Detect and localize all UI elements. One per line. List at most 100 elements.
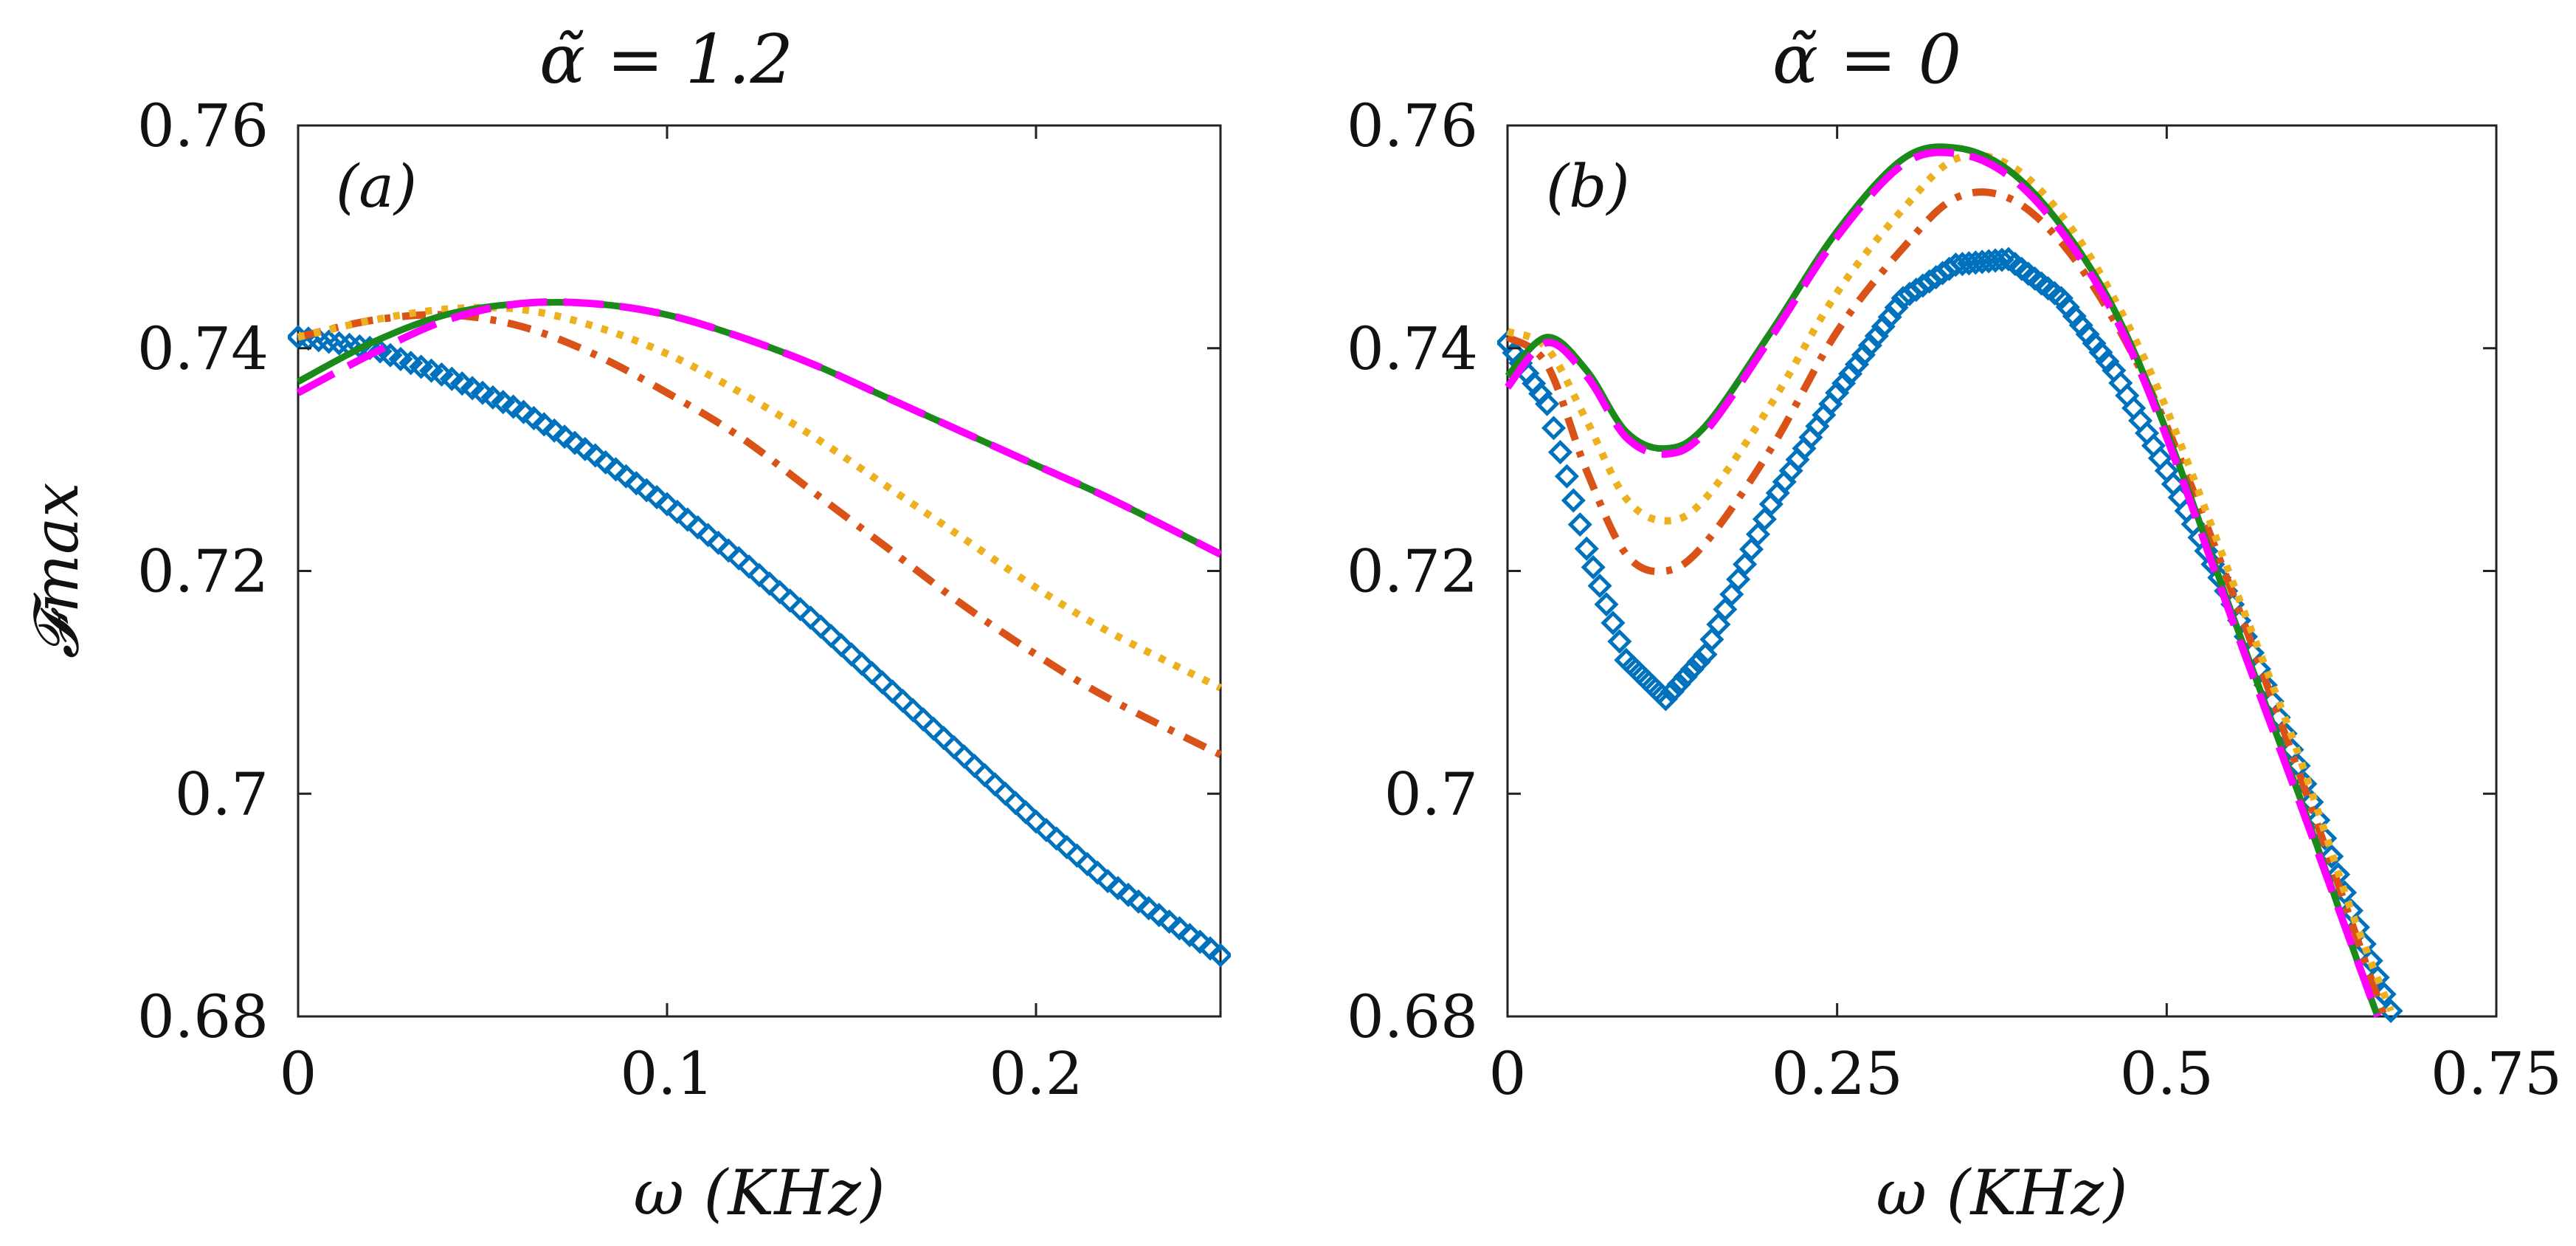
panel-b-series-diamonds-marker [1679,657,1705,682]
panel-b-series-diamonds-marker [1660,679,1685,704]
panel-a-series-diamonds-marker [808,614,833,639]
panel-a-series-diamonds-marker [501,394,526,419]
panel-a-y-tick-label: 0.7 [175,760,269,828]
panel-a-x-axis-title: ω (KHz) [633,1157,885,1229]
panel-b-series-diamonds-marker [2134,421,2160,446]
panel-b-series-diamonds-marker [1594,592,1619,617]
panel-a-series-diamonds-marker [952,744,977,769]
panel-b-x-tick-label: 0.5 [2120,1039,2214,1108]
panel-a-series-dotted [297,303,1223,692]
panel-a-series-diamonds-marker [613,464,638,489]
panel-b-series-diamonds-marker [1837,361,1863,386]
panel-b-series-diamonds-marker [1851,343,1876,368]
panel-b-series-diamonds-marker [1567,512,1592,537]
panel-a-series-diamonds-marker [1095,869,1120,894]
panel-a-series-dash-dot [297,311,1223,758]
panel-a-series-diamonds-marker [552,424,577,450]
panel-a-series-diamonds-marker [542,418,567,443]
panel-a-series-diamonds-marker [900,698,925,723]
panel-a-series-diamonds-marker [562,430,587,455]
panel-b-series-diamonds-marker [2161,472,2186,497]
panel-b-series-diamonds-marker [1581,554,1606,580]
panel-b-x-axis-title: ω (KHz) [1876,1157,2127,1229]
panel-b-series-diamonds-marker [1640,673,1665,698]
panel-b-y-tick-label: 0.76 [1347,92,1478,160]
panel-b-series-diamonds-marker [1989,247,2014,272]
panel-b-ticks: 0 0.25 0.5 0.75 0.68 0.7 0.72 0.74 0.76 [1347,92,2562,1108]
panel-a-ticks: 0 0.1 0.2 0.68 0.7 0.72 0.74 0.76 [137,92,1220,1108]
panel-a-series-diamonds-marker [593,450,618,475]
panel-a-y-tick-label: 0.72 [137,537,269,606]
panel-b-series-diamonds-marker [1666,672,1691,697]
panel-b-series-diamonds-marker [1686,650,1711,675]
panel-a-series-diamonds-marker [644,485,669,510]
panel-a-series-diamonds-marker [931,726,956,751]
panel-a-series-diamonds-marker [521,405,546,431]
panel-a: α̃ = 1.2 0 0.1 0.20.680.70.720.740.76 (a) … [137,20,1231,1229]
panel-a-series-diamonds-marker [1167,916,1192,941]
panel-a-series-diamonds-marker [818,623,843,649]
panel-a-series-diamonds-marker [511,399,536,424]
panel-b-series-diamonds-marker [1535,391,1560,416]
panel-a-series-diamonds-marker [962,753,987,779]
panel-b-series-diamonds-marker [1541,416,1567,441]
panel-b-series-diamonds-marker [1673,664,1698,689]
panel-a-series-diamonds-marker [604,457,629,482]
panel-b-series-diamonds-marker [2147,446,2172,471]
panel-a-series-diamonds-marker [1208,943,1231,968]
panel-b-series-layer [1497,143,2403,1023]
panel-b-title: α̃ = 0 [1772,20,1961,99]
panel-b-series-diamonds-marker [1857,333,1882,358]
panel-b-series-dotted [1506,151,2394,1013]
panel-a-x-tick-label: 0.1 [620,1039,714,1108]
panel-b-y-tick-label: 0.72 [1347,537,1478,606]
panel-a-series-diamonds-marker [1177,923,1202,948]
panel-b-x-tick-label: 0.75 [2431,1039,2562,1108]
panel-a-series-dashed [296,298,1223,558]
panel-a-series-diamonds-marker [1147,903,1172,928]
panel-a-series-diamonds-marker [982,772,1007,797]
panel-a-series-layer [288,298,1231,968]
panel-b-series-diamonds-marker [1607,629,1632,654]
panel-b-series-diamonds-marker [2108,371,2133,396]
panel-a-x-tick-label: 0 [280,1039,317,1108]
panel-a-series-diamonds-marker [624,471,649,496]
panel-b-series-diamonds-marker [1844,352,1870,377]
panel-a-series-diamonds-marker [1105,875,1130,901]
panel-a-series-diamonds-marker [1157,909,1182,934]
panel-a-y-tick-label: 0.68 [137,982,269,1051]
panel-b-series-diamonds-marker [1884,295,1909,320]
panel-b-series-dash-dot [1505,188,2388,1018]
panel-a-series-diamonds-marker [531,412,556,437]
panel-a-series-diamonds-marker [1198,936,1223,961]
panel-a-plot-frame [297,124,1222,1018]
panel-b-series-diamonds-marker [1554,464,1579,489]
panel-b-series-diamonds-marker [1864,323,1889,348]
panel-a-y-tick-label: 0.76 [137,92,269,160]
panel-b-series-diamonds-marker [1574,536,1599,561]
panel-b-series-diamonds [1497,247,2403,1023]
panel-b-series-diamonds-marker [2141,433,2166,458]
panel-a-series-diamonds-marker [583,443,608,468]
panel-a-series-diamonds-marker [1126,889,1151,914]
panel-a-series-diamonds-marker [973,763,998,788]
panel-a-series-diamonds-marker [839,642,864,667]
panel-b-y-tick-label: 0.7 [1384,760,1478,828]
panel-b-series-diamonds-marker [1634,667,1659,692]
panel-a-series-diamonds-marker [870,670,895,695]
panel-b-x-tick-label: 0 [1489,1039,1527,1108]
panel-b-series-diamonds-marker [1871,314,1896,339]
panel-b-series-diamonds-marker [1547,440,1573,465]
panel-b: α̃ = 0 0 0.25 0.5 0.75 0.68 0.7 0.72 0.74 0.76 (… [1347,20,2562,1229]
y-axis-title: 𝓕max [20,482,92,658]
panel-b-series-diamonds-marker [1877,304,1902,330]
panel-a-series-diamonds-marker [829,633,854,658]
panel-a-series-diamonds-marker [573,436,598,461]
panel-b-series-diamonds-marker [1653,686,1678,712]
panel-a-series-diamonds-marker [1013,799,1038,825]
panel-b-series-diamonds-marker [1627,661,1652,686]
panel-a-series-diamonds-marker [890,688,915,714]
panel-a-x-tick-label: 0.2 [989,1039,1082,1108]
panel-a-series-diamonds-marker [634,478,659,503]
panel-a-series-diamonds-marker [1136,895,1161,920]
